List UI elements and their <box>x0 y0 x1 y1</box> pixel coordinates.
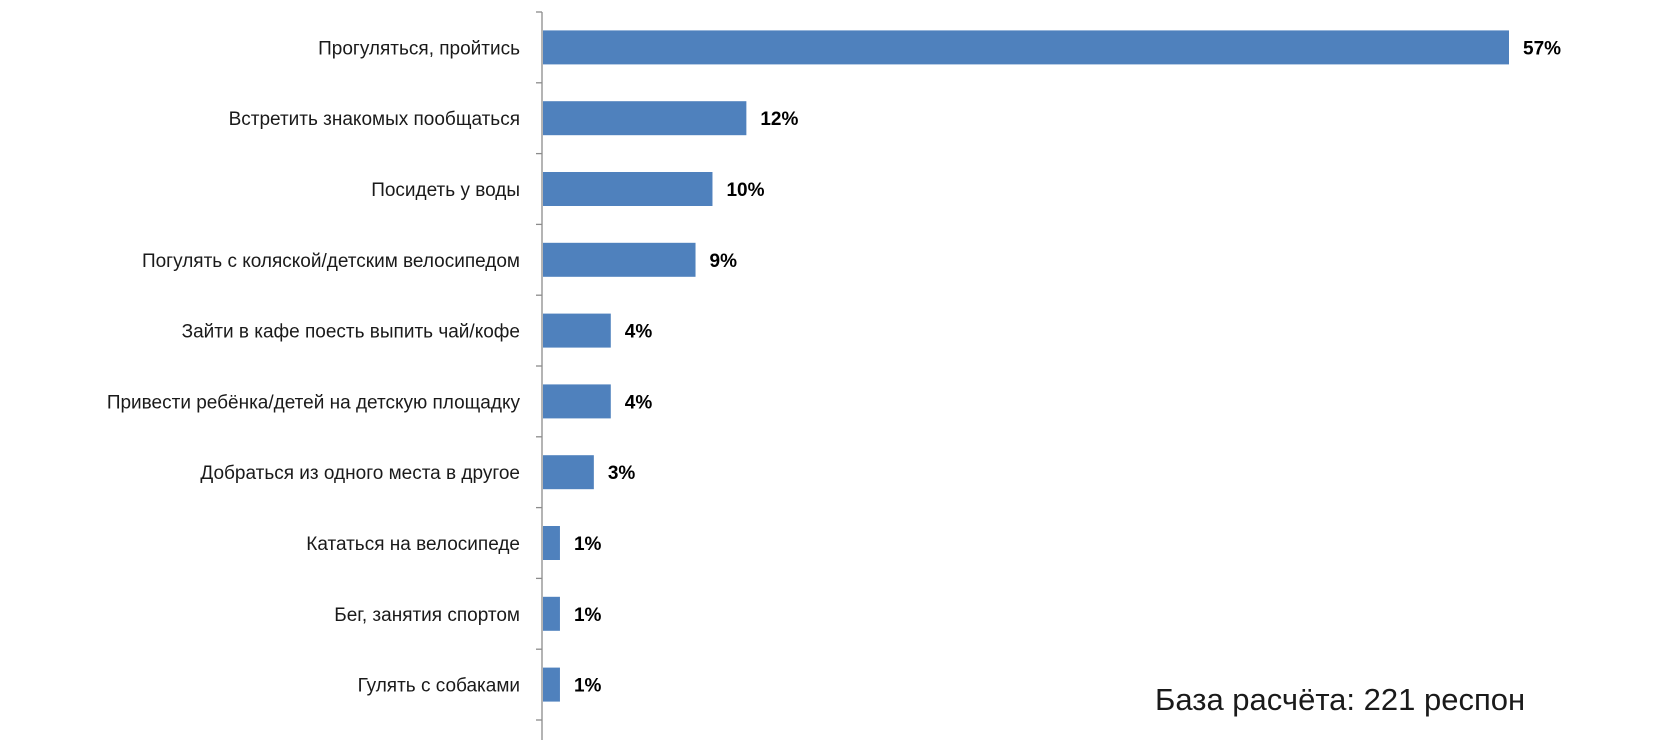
category-label: Привести ребёнка/детей на детскую площад… <box>107 392 521 413</box>
bar-2 <box>543 101 747 136</box>
bar-7 <box>543 455 594 490</box>
bar-10 <box>543 667 560 702</box>
bars-layer <box>543 30 1509 702</box>
value-label: 12% <box>760 109 798 130</box>
category-label: Бег, занятия спортом <box>334 605 520 626</box>
category-label: Добраться из одного места в другое <box>200 463 520 484</box>
bar-4 <box>543 242 696 277</box>
category-label: Погулять с коляской/детским велосипедом <box>142 251 520 272</box>
axis-layer <box>536 11 543 740</box>
bar-9 <box>543 596 560 631</box>
category-label: Прогуляться, пройтись <box>318 38 520 59</box>
category-label: Зайти в кафе поесть выпить чай/кофе <box>182 322 520 343</box>
value-label: 3% <box>608 463 636 484</box>
bar-1 <box>543 30 1509 65</box>
value-label: 10% <box>726 180 764 201</box>
category-label: Кататься на велосипеде <box>306 534 520 555</box>
category-label: Встретить знакомых пообщаться <box>229 109 520 130</box>
value-label: 1% <box>574 534 602 555</box>
value-label: 1% <box>574 676 602 697</box>
value-label: 1% <box>574 605 602 626</box>
bar-3 <box>543 172 713 206</box>
category-label: Посидеть у воды <box>371 180 520 201</box>
category-label: Гулять с собаками <box>358 676 520 697</box>
value-label: 57% <box>1523 38 1561 59</box>
value-label: 9% <box>710 251 738 272</box>
value-label: 4% <box>625 392 653 413</box>
bar-8 <box>543 526 560 560</box>
value-label: 4% <box>625 322 653 343</box>
base-note: База расчёта: 221 респон <box>1155 682 1526 717</box>
bar-6 <box>543 384 611 419</box>
labels-layer: Прогуляться, пройтись 57% Встретить знаком… <box>107 38 1561 696</box>
bar-5 <box>543 313 611 348</box>
